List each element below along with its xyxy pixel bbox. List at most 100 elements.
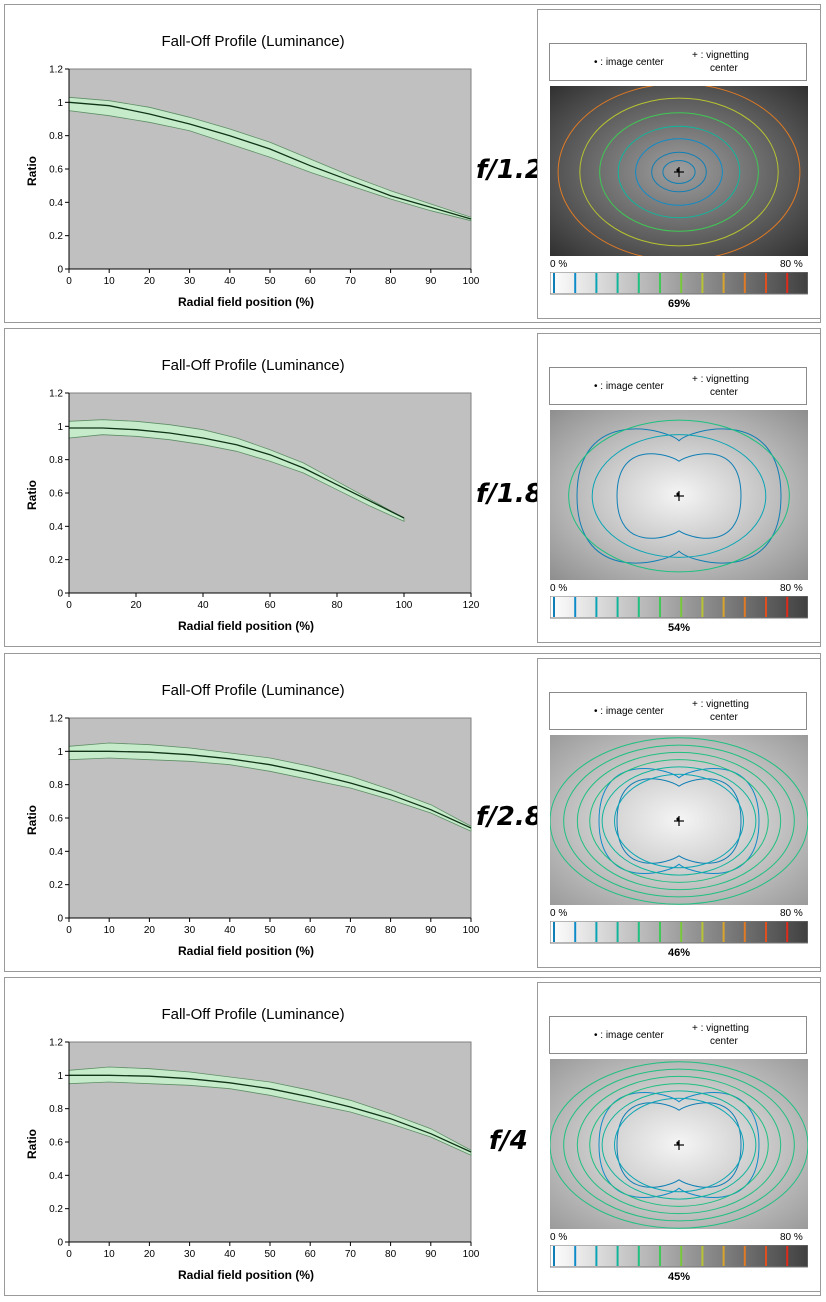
legend-image-center: • : image center: [594, 381, 664, 392]
falloff-chart-1: Fall-Off Profile (Luminance) 0 0.2 0.4 0.6 0.…: [25, 33, 480, 309]
mean-falloff-line: [69, 750, 472, 829]
legend-image-center: • : image center: [594, 1030, 664, 1041]
y-tick-label: 0.2: [49, 880, 63, 891]
scale-low-label: 0 %: [550, 1232, 568, 1243]
y-tick-label: 0.2: [49, 555, 63, 566]
x-tick-label: 90: [425, 925, 437, 936]
plot-area: [68, 68, 472, 270]
chart-title: Fall-Off Profile (Luminance): [161, 682, 344, 699]
contour-line: [599, 112, 759, 232]
x-tick-label: 0: [66, 600, 72, 611]
vignetting-scale-bar-2: [550, 596, 808, 619]
scale-gradient: [550, 1245, 808, 1268]
contour-line: [576, 751, 782, 891]
chart-panel-1: Fall-Off Profile (Luminance) 0 0.2 0.4 0.6 0.…: [4, 4, 821, 323]
y-axis-label: Ratio: [25, 156, 39, 186]
x-tick-label: 20: [144, 925, 156, 936]
y-tick-label: 0: [57, 589, 63, 600]
mean-falloff-line: [69, 427, 405, 519]
aperture-label-4: f/4: [489, 1126, 528, 1156]
y-tick-label: 0: [57, 265, 63, 276]
chart-title: Fall-Off Profile (Luminance): [161, 357, 344, 374]
y-tick-label: 0.4: [49, 847, 63, 858]
y-tick-label: 0.8: [49, 1104, 63, 1115]
std-dev-band: [68, 96, 472, 222]
contour-line: [589, 1083, 769, 1207]
contour-line: [563, 744, 795, 898]
vignetting-panel-1: • : image center + : vignetting center 0…: [537, 9, 821, 319]
scale-high-label: 80 %: [780, 259, 803, 270]
y-tick-label: 0.6: [49, 814, 63, 825]
x-tick-label: 20: [144, 276, 156, 287]
contour-line: [579, 97, 779, 247]
x-tick-label: 20: [130, 600, 142, 611]
contour-line: [616, 453, 742, 539]
x-tick-label: 80: [385, 925, 397, 936]
x-tick-label: 50: [264, 925, 276, 936]
x-tick-label: 40: [224, 1249, 236, 1260]
contour-line: [616, 778, 742, 864]
legend-vignetting: + : vignetting: [692, 50, 749, 61]
legend-vignetting-center: center: [710, 387, 738, 398]
vignetting-percent-4: 45%: [667, 1271, 691, 1283]
contour-line: [589, 759, 769, 883]
x-tick-label: 90: [425, 1249, 437, 1260]
y-tick-label: 0.4: [49, 1171, 63, 1182]
x-tick-label: 70: [345, 1249, 357, 1260]
vignetting-scale-bar-4: [550, 1245, 808, 1268]
y-tick-label: 0.6: [49, 165, 63, 176]
x-tick-label: 10: [104, 276, 116, 287]
y-tick-label: 1.2: [49, 65, 63, 76]
x-tick-label: 80: [385, 276, 397, 287]
vignetting-percent-3: 46%: [667, 947, 691, 959]
scale-high-label: 80 %: [780, 583, 803, 594]
vignetting-legend-3: • : image center + : vignetting center: [549, 692, 807, 730]
contour-line: [576, 1075, 782, 1215]
falloff-chart-4: Fall-Off Profile (Luminance) 0 0.2 0.4 0.6 0.…: [25, 1006, 480, 1282]
scale-high-label: 80 %: [780, 1232, 803, 1243]
x-tick-label: 60: [264, 600, 276, 611]
x-tick-label: 20: [144, 1249, 156, 1260]
aperture-label-3: f/2.8: [476, 802, 543, 832]
x-tick-label: 50: [264, 276, 276, 287]
x-tick-label: 120: [463, 600, 480, 611]
scale-gradient: [550, 921, 808, 944]
contour-line: [557, 86, 801, 256]
x-axis-label: Radial field position (%): [178, 944, 314, 958]
vignetting-percent-1: 69%: [667, 298, 691, 310]
scale-low-label: 0 %: [550, 583, 568, 594]
mean-falloff-line: [68, 101, 472, 220]
y-tick-label: 0: [57, 914, 63, 925]
x-tick-label: 0: [66, 1249, 72, 1260]
contour-line: [617, 125, 741, 219]
contour-line: [616, 1102, 742, 1188]
y-tick-label: 0.4: [49, 198, 63, 209]
y-tick-label: 1.2: [49, 1038, 63, 1049]
x-axis-label: Radial field position (%): [178, 619, 314, 633]
y-axis-label: Ratio: [25, 480, 39, 510]
legend-image-center: • : image center: [594, 706, 664, 717]
vignetting-contour-map-1: [550, 86, 808, 256]
x-tick-label: 80: [385, 1249, 397, 1260]
y-tick-label: 1.2: [49, 389, 63, 400]
x-tick-label: 100: [463, 925, 480, 936]
y-tick-label: 0.8: [49, 455, 63, 466]
vignetting-legend-2: • : image center + : vignetting center: [549, 367, 807, 405]
falloff-chart-2: Fall-Off Profile (Luminance) 0 0.2 0.4 0.6 0.…: [25, 357, 480, 633]
chart-panel-2: Fall-Off Profile (Luminance) 0 0.2 0.4 0.6 0.…: [4, 328, 821, 647]
legend-image-center: • : image center: [594, 57, 664, 68]
chart-panel-4: Fall-Off Profile (Luminance) 0 0.2 0.4 0.6 0.…: [4, 977, 821, 1296]
mean-falloff-line: [69, 1074, 472, 1153]
vignetting-panel-4: • : image center + : vignetting center 0…: [537, 982, 821, 1292]
contour-line: [591, 434, 767, 558]
x-tick-label: 60: [305, 925, 317, 936]
vignetting-panel-2: • : image center + : vignetting center 0…: [537, 333, 821, 643]
legend-vignetting: + : vignetting: [692, 699, 749, 710]
x-tick-label: 40: [197, 600, 209, 611]
y-tick-label: 0.2: [49, 231, 63, 242]
y-tick-label: 0.8: [49, 131, 63, 142]
vignetting-legend-4: • : image center + : vignetting center: [549, 1016, 807, 1054]
x-tick-label: 80: [331, 600, 343, 611]
legend-vignetting: + : vignetting: [692, 374, 749, 385]
aperture-label-1: f/1.2: [476, 155, 543, 185]
